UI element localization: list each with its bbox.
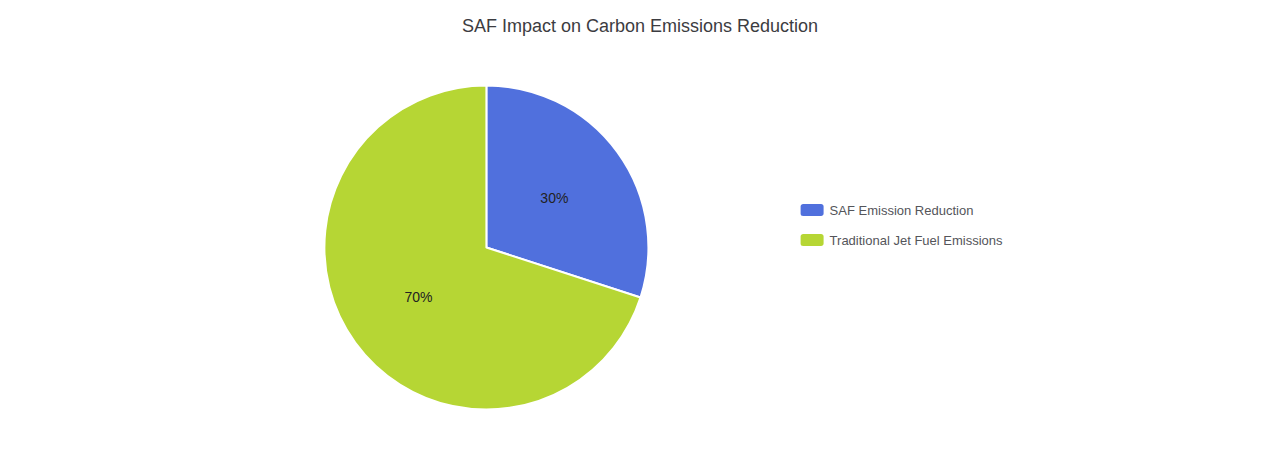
svg-text:SAF Impact on Carbon Emissions: SAF Impact on Carbon Emissions Reduction (462, 16, 818, 36)
svg-text:Traditional Jet Fuel Emissions: Traditional Jet Fuel Emissions (830, 233, 1003, 248)
svg-text:70%: 70% (404, 289, 432, 305)
svg-text:SAF Emission Reduction: SAF Emission Reduction (830, 203, 974, 218)
svg-text:30%: 30% (540, 190, 568, 206)
